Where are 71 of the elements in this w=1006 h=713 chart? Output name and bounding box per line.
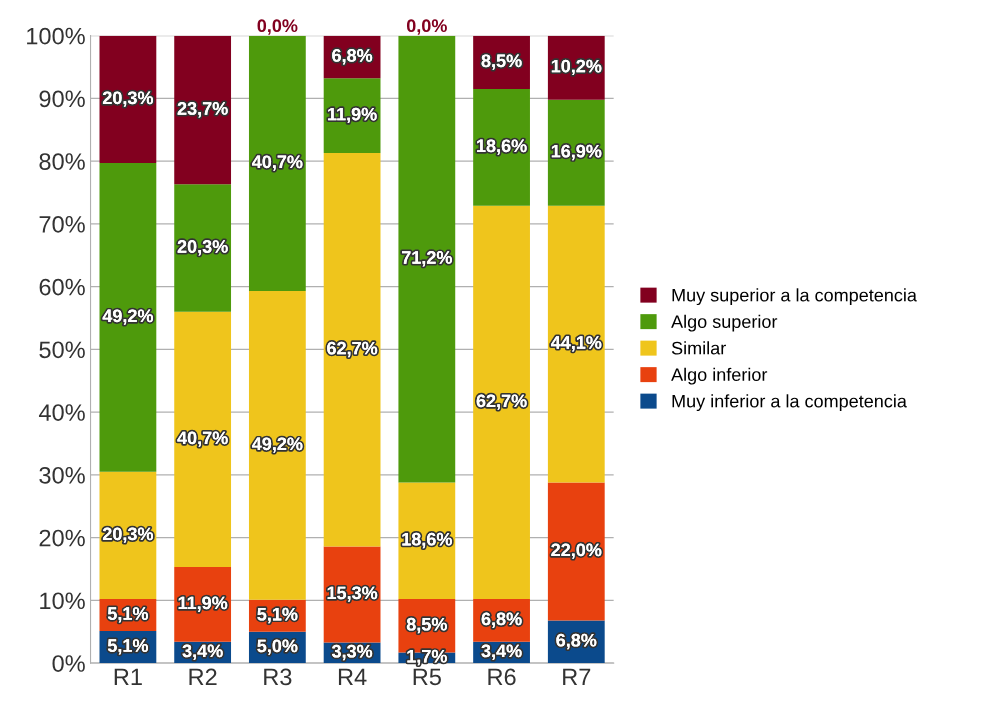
data-label: 18,6% — [402, 532, 452, 549]
x-tick-label: R7 — [563, 668, 591, 686]
data-label: 16,9% — [551, 144, 602, 161]
y-tick-label: 40% — [38, 404, 85, 421]
data-label: 11,9% — [178, 596, 228, 612]
legend-label: Similar — [671, 341, 726, 355]
data-label: 22,0% — [551, 543, 602, 559]
bar — [398, 482, 456, 600]
data-label: 20,3% — [102, 91, 154, 107]
bar — [473, 88, 530, 206]
legend-label: Muy inferior a la competencia — [672, 394, 907, 412]
data-label: 11,9% — [328, 107, 377, 124]
y-tick-label: 100% — [27, 27, 85, 45]
data-label: 5,1% — [257, 607, 298, 624]
y-tick-label: 10% — [40, 592, 85, 610]
data-label: 49,2% — [252, 437, 303, 453]
bar — [248, 35, 306, 292]
data-label: 23,7% — [177, 102, 228, 118]
data-label: 6,8% — [481, 612, 522, 628]
data-label: 71,2% — [402, 251, 452, 267]
data-label: 0,0% — [257, 19, 298, 35]
bar — [547, 482, 605, 621]
data-label: 20,3% — [177, 240, 228, 256]
data-label: 1,7% — [407, 649, 447, 666]
y-tick-label: 50% — [39, 341, 85, 359]
data-label: 40,7% — [177, 431, 228, 447]
y-tick-label: 20% — [39, 529, 85, 547]
data-label: 3,3% — [331, 644, 373, 661]
x-tick-label: R4 — [338, 668, 367, 686]
x-tick-label: R3 — [264, 668, 292, 686]
data-label: 5,1% — [107, 607, 149, 623]
bar — [174, 35, 232, 185]
data-label: 49,2% — [102, 309, 154, 325]
y-tick-label: 90% — [39, 90, 85, 108]
x-tick-label: R1 — [114, 668, 142, 686]
data-label: 62,7% — [476, 394, 527, 410]
bar — [174, 311, 232, 568]
bar — [99, 163, 157, 472]
data-label: 20,3% — [102, 527, 154, 543]
data-label: 15,3% — [327, 586, 378, 602]
data-label: 18,6% — [477, 139, 527, 155]
legend-label: Algo superior — [671, 314, 778, 332]
x-tick-label: R6 — [488, 668, 516, 686]
data-label: 8,5% — [481, 54, 522, 70]
y-tick-label: 0% — [52, 655, 85, 672]
data-label: 8,5% — [406, 617, 447, 634]
data-label: 6,8% — [556, 633, 597, 650]
x-tick-label: R2 — [189, 668, 217, 686]
y-tick-label: 60% — [39, 278, 85, 296]
bar — [398, 35, 456, 483]
data-label: 6,8% — [332, 49, 373, 65]
y-tick-label: 30% — [39, 466, 85, 484]
data-label: 5,1% — [107, 639, 149, 655]
legend-label: Muy superior a la competencia — [672, 288, 917, 306]
data-label: 3,4% — [182, 644, 223, 660]
bar — [248, 291, 306, 600]
data-label: 40,7% — [252, 155, 303, 171]
bar — [547, 205, 605, 483]
y-tick-label: 70% — [39, 215, 85, 233]
data-label: 44,1% — [550, 336, 602, 352]
bar — [323, 152, 381, 547]
data-label: 3,4% — [481, 644, 522, 660]
bar — [174, 184, 232, 312]
data-label: 10,2% — [551, 59, 602, 76]
y-tick-label: 80% — [39, 153, 85, 170]
x-tick-label: R5 — [413, 668, 441, 686]
data-label: 5,0% — [257, 639, 298, 655]
data-label: 0,0% — [406, 19, 447, 35]
bar — [473, 205, 530, 600]
legend-label: Algo inferior — [671, 367, 768, 385]
data-label: 62,7% — [327, 341, 378, 358]
